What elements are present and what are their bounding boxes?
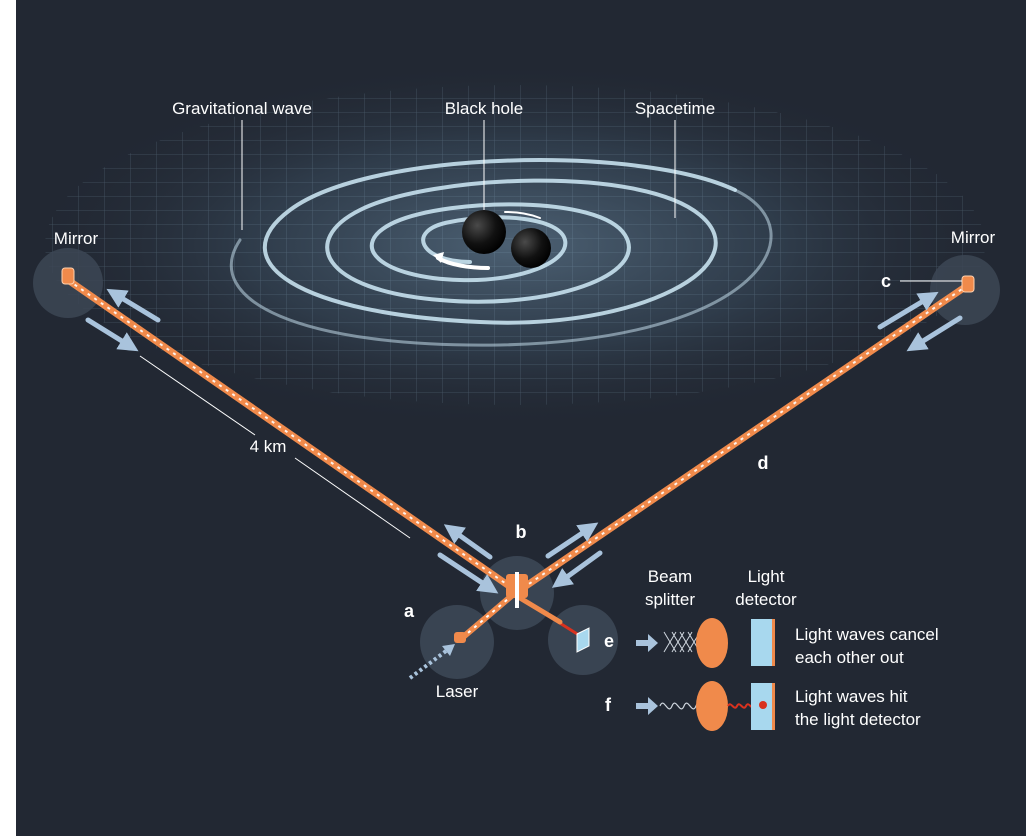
- signal-wave: [727, 703, 756, 709]
- label-mirror-right: Mirror: [951, 228, 996, 247]
- beam-splitter-disc-f: [696, 681, 728, 731]
- laser-source: [454, 632, 466, 643]
- label-laser: Laser: [436, 682, 479, 701]
- label-hit-line1: Light waves hit: [795, 687, 908, 706]
- label-distance: 4 km: [250, 437, 287, 456]
- black-hole-1: [462, 210, 506, 254]
- black-holes: [433, 210, 551, 270]
- legend-row-f: [636, 681, 775, 731]
- distance-leader: [139, 355, 411, 539]
- letter-a: a: [404, 601, 415, 621]
- arrow-right-icon-f: [636, 697, 658, 715]
- label-spacetime: Spacetime: [635, 99, 715, 118]
- orbit-arrow-top-icon: [504, 211, 541, 219]
- light-detector-panel-e: [751, 619, 772, 666]
- letter-b: b: [516, 522, 527, 542]
- mirror-left: [61, 267, 75, 285]
- black-hole-2: [511, 228, 551, 268]
- label-hit-line2: the light detector: [795, 710, 921, 729]
- gravitational-wave-spiral: [229, 158, 773, 347]
- label-light-detector-line2: detector: [735, 590, 797, 609]
- letter-c: c: [881, 271, 891, 291]
- label-cancel-line1: Light waves cancel: [795, 625, 939, 644]
- laser-arm-left: [64, 276, 519, 594]
- label-mirror-left: Mirror: [54, 229, 99, 248]
- detector-output-beam: [517, 595, 584, 639]
- top-leader-lines: [241, 120, 676, 230]
- beam-splitter-disc-e: [696, 618, 728, 668]
- label-beam-splitter-line2: splitter: [645, 590, 695, 609]
- arm-arrows: [85, 288, 963, 594]
- label-gravitational-wave: Gravitational wave: [172, 99, 312, 118]
- legend-row-e: [636, 618, 775, 668]
- letter-d: d: [758, 453, 769, 473]
- signal-hit-dot: [759, 701, 767, 709]
- letter-e: e: [604, 631, 614, 651]
- beam-splitter-component: [506, 572, 528, 608]
- laser-input-beam: [459, 590, 518, 641]
- label-light-detector-line1: Light: [748, 567, 785, 586]
- detector-component: [576, 627, 590, 653]
- label-black-hole: Black hole: [445, 99, 523, 118]
- mirror-right: [961, 275, 975, 293]
- laser-incoming-arrow-icon: [408, 644, 455, 680]
- label-cancel-line2: each other out: [795, 648, 904, 667]
- label-beam-splitter-line1: Beam: [648, 567, 692, 586]
- letter-f: f: [605, 695, 612, 715]
- arrow-right-icon: [636, 634, 658, 652]
